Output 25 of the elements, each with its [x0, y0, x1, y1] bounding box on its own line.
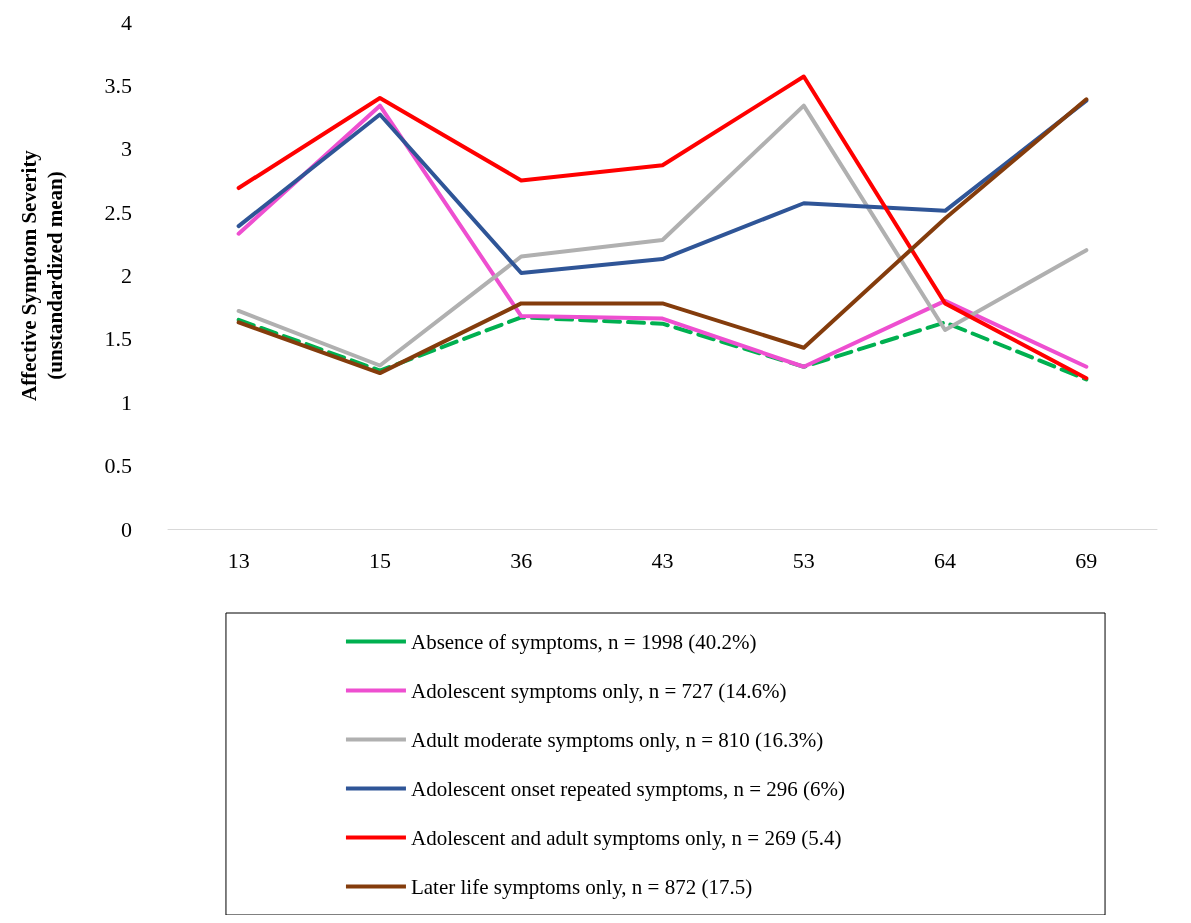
y-tick-label: 2 — [121, 263, 132, 288]
x-tick-label: 13 — [227, 547, 250, 573]
y-tick-label: 0.5 — [104, 453, 132, 479]
x-tick-label: 53 — [792, 547, 815, 573]
x-tick-label: 69 — [1075, 547, 1098, 573]
x-tick-label: 43 — [651, 547, 674, 573]
y-tick-label: 4 — [121, 9, 132, 35]
x-tick-label: 64 — [934, 547, 957, 573]
legend-label: Adolescent and adult symptoms only, n = 269 (5.4) — [410, 825, 842, 850]
y-tick-label: 0 — [121, 516, 132, 542]
y-tick-label: 1.5 — [104, 326, 132, 352]
x-tick-label: 15 — [368, 547, 391, 573]
legend-label: Later life symptoms only, n = 872 (17.5) — [410, 874, 753, 899]
line-series — [236, 315, 1089, 382]
x-tick-label: 36 — [510, 547, 533, 573]
legend-label: Absence of symptoms, n = 1998 (40.2%) — [410, 629, 757, 654]
y-tick-label: 2.5 — [104, 199, 132, 225]
legend-label: Adult moderate symptoms only, n = 810 (16.3%) — [410, 727, 824, 752]
y-tick-label: 1 — [121, 389, 132, 415]
legend-label: Adolescent onset repeated symptoms, n = 296 (6%) — [410, 776, 846, 801]
line-series — [236, 98, 1089, 275]
y-tick-label: 3 — [121, 136, 132, 162]
legend-label: Adolescent symptoms only, n = 727 (14.6%) — [410, 678, 787, 703]
y-axis-title: Affective Symptom Severity (unstandardized mean) — [17, 149, 67, 401]
y-tick-label: 3.5 — [104, 72, 132, 98]
